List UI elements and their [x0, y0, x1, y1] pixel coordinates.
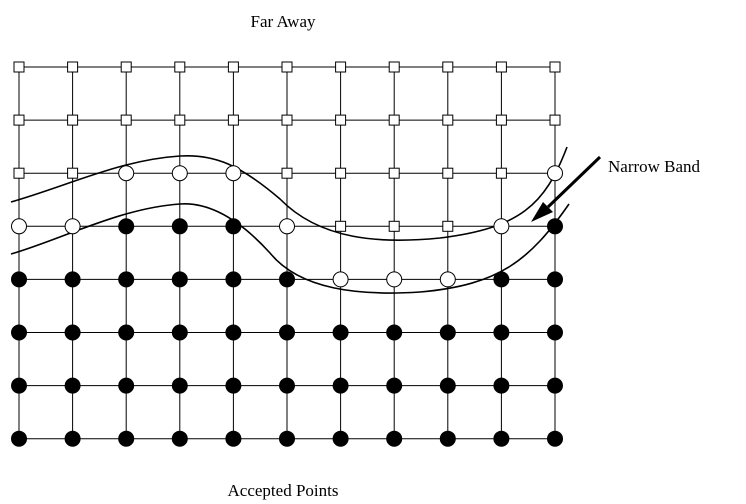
far-away-point	[495, 167, 507, 179]
far-away-point	[174, 114, 186, 126]
accepted-point	[64, 324, 81, 341]
accepted-point	[279, 324, 295, 341]
far-away-point	[495, 61, 507, 73]
far-away-label: Far Away	[250, 12, 316, 31]
far-away-point	[388, 167, 400, 179]
narrow-band-point	[64, 218, 81, 235]
accepted-point	[225, 377, 242, 394]
far-away-point	[227, 114, 239, 126]
accepted-point	[118, 430, 135, 447]
far-away-point	[120, 61, 132, 73]
narrow-band-point	[332, 271, 349, 288]
accepted-point	[547, 271, 563, 288]
accepted-point	[171, 218, 188, 235]
accepted-point	[171, 430, 188, 447]
accepted-point	[171, 271, 188, 288]
far-away-point	[13, 61, 25, 73]
accepted-point	[279, 430, 295, 447]
narrow-band-point	[493, 218, 510, 235]
accepted-point	[493, 271, 510, 288]
accepted-point	[332, 324, 349, 341]
far-away-point	[281, 114, 293, 126]
far-away-point	[549, 114, 561, 126]
accepted-point	[11, 271, 27, 288]
narrow-band-label: Narrow Band	[608, 157, 701, 176]
far-away-point	[120, 114, 132, 126]
far-away-point	[227, 61, 239, 73]
accepted-point	[171, 377, 188, 394]
far-away-point	[174, 61, 186, 73]
narrow-band-point	[439, 271, 456, 288]
far-away-point	[335, 114, 347, 126]
narrow-band-point	[547, 165, 563, 182]
accepted-point	[547, 377, 563, 394]
accepted-point	[547, 218, 563, 235]
accepted-point	[386, 377, 403, 394]
far-away-point	[388, 61, 400, 73]
narrow-band-point	[118, 165, 135, 182]
accepted-point	[225, 218, 242, 235]
accepted-point	[332, 430, 349, 447]
accepted-point	[332, 377, 349, 394]
far-away-point	[388, 220, 400, 232]
narrow-band-point	[279, 218, 295, 235]
far-away-point	[67, 61, 79, 73]
accepted-point	[493, 430, 510, 447]
accepted-point	[439, 377, 456, 394]
accepted-point	[171, 324, 188, 341]
accepted-point	[11, 324, 27, 341]
accepted-point	[386, 430, 403, 447]
far-away-point	[335, 61, 347, 73]
far-away-point	[442, 220, 454, 232]
far-away-point	[67, 114, 79, 126]
far-away-point	[281, 167, 293, 179]
accepted-point	[493, 377, 510, 394]
accepted-point	[118, 218, 135, 235]
far-away-point	[67, 167, 79, 179]
far-away-point	[442, 114, 454, 126]
narrow-band-arrow	[531, 155, 602, 222]
accepted-point	[439, 430, 456, 447]
accepted-point	[64, 271, 81, 288]
accepted-point	[493, 324, 510, 341]
accepted-point	[64, 430, 81, 447]
accepted-point	[118, 271, 135, 288]
far-away-point	[13, 114, 25, 126]
narrow-band-point	[11, 218, 27, 235]
grid-points	[11, 61, 563, 447]
narrow-band-point	[225, 165, 242, 182]
accepted-point	[64, 377, 81, 394]
accepted-point	[225, 271, 242, 288]
far-away-point	[442, 167, 454, 179]
accepted-point	[225, 430, 242, 447]
accepted-point	[279, 377, 295, 394]
far-away-point	[549, 61, 561, 73]
far-away-point	[281, 61, 293, 73]
accepted-point	[225, 324, 242, 341]
narrow-band-point	[171, 165, 188, 182]
far-away-point	[335, 167, 347, 179]
narrow-band-point	[386, 271, 403, 288]
accepted-point	[11, 377, 27, 394]
accepted-point	[118, 377, 135, 394]
accepted-point	[547, 430, 563, 447]
band-lower-curve	[10, 203, 570, 294]
accepted-points-label: Accepted Points	[228, 481, 339, 500]
accepted-point	[11, 430, 27, 447]
accepted-point	[439, 324, 456, 341]
far-away-point	[442, 61, 454, 73]
accepted-point	[279, 271, 295, 288]
far-away-point	[495, 114, 507, 126]
far-away-point	[13, 167, 25, 179]
far-away-point	[388, 114, 400, 126]
accepted-point	[118, 324, 135, 341]
far-away-point	[335, 220, 347, 232]
accepted-point	[386, 324, 403, 341]
accepted-point	[547, 324, 563, 341]
